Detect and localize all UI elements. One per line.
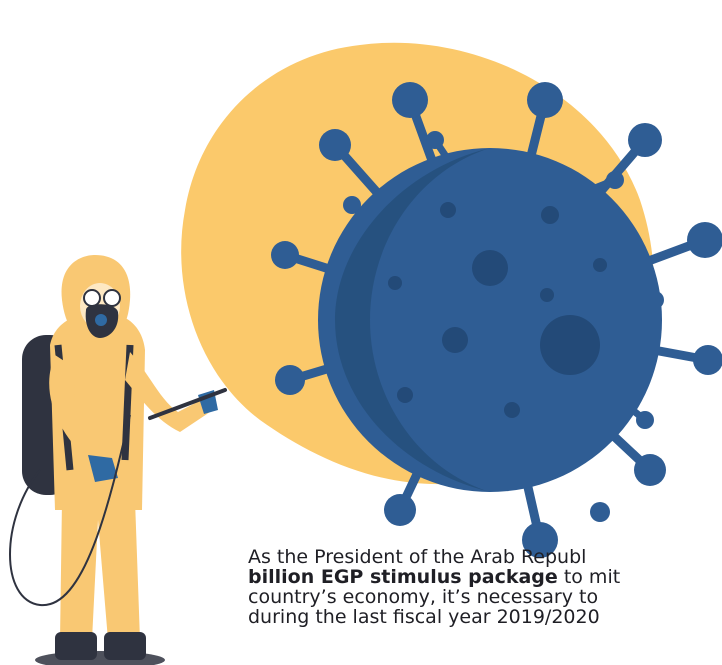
caption-line-3: country’s economy, it’s necessary to [248, 586, 599, 608]
caption-bold-text: billion EGP stimulus package [248, 566, 558, 588]
caption-line-1: As the President of the Arab Republ [248, 546, 587, 568]
caption-line-2-rest: to mit [557, 566, 621, 588]
caption-line-2: billion EGP stimulus package to mit [248, 567, 722, 587]
hazmat-worker-icon [9, 255, 227, 665]
coronavirus-icon [271, 82, 722, 558]
caption-paragraph: As the President of the Arab Republ bill… [248, 547, 722, 627]
caption-line-4: during the last fiscal year 2019/2020 [248, 606, 600, 628]
